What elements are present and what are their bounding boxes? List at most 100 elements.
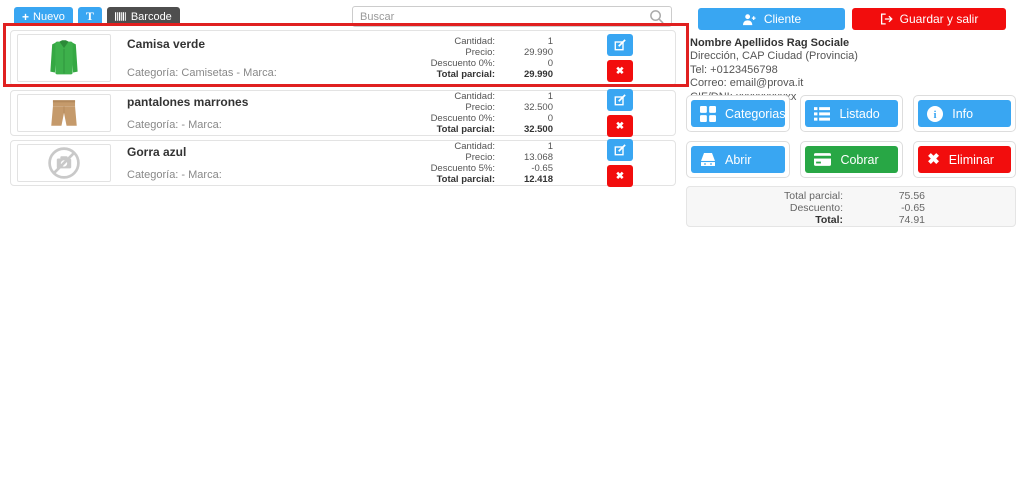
product-amounts: Cantidad: 1 Precio: 29.990 Descuento 0%:… [431, 36, 553, 80]
product-amounts: Cantidad: 1 Precio: 13.068 Descuento 5%:… [431, 141, 553, 185]
action-card: Categorias [686, 95, 791, 132]
svg-text:i: i [934, 109, 937, 121]
total-parcial-value: 32.500 [523, 124, 553, 135]
abrir-label: Abrir [725, 152, 752, 167]
cantidad-label: Cantidad: [454, 141, 495, 152]
total-parcial-row: Total parcial: 75.56 [687, 190, 1015, 202]
descuento-value: -0.65 [901, 202, 925, 214]
descuento-value: 0 [547, 58, 553, 69]
product-image [17, 144, 111, 182]
product-category: Categoría: - Marca: [127, 119, 222, 131]
descuento-label: Descuento 5%: [430, 163, 495, 174]
eliminar-button[interactable]: ✖ Eliminar [918, 146, 1011, 173]
delete-product-button[interactable]: ✖ [607, 60, 633, 82]
product-row-pantalones-marrones[interactable]: pantalones marrones Categoría: - Marca: … [10, 89, 676, 137]
cantidad-value: 1 [547, 36, 553, 47]
credit-card-icon [814, 153, 832, 166]
product-amounts: Cantidad: 1 Precio: 32.500 Descuento 0%:… [431, 91, 553, 135]
row-actions: ✖ [607, 34, 633, 82]
info-button[interactable]: i Info [918, 100, 1011, 127]
nuevo-button[interactable]: + Nuevo [14, 7, 73, 26]
total-parcial-value: 29.990 [523, 69, 553, 80]
text-icon: T [85, 9, 94, 23]
edit-product-button[interactable] [607, 139, 633, 161]
product-name: Gorra azul [127, 145, 187, 159]
total-value: 74.91 [898, 214, 925, 226]
listado-button[interactable]: Listado [805, 100, 899, 127]
totals-box: Total parcial: 75.56 Descuento: -0.65 To… [686, 186, 1016, 227]
action-card: i Info [913, 95, 1016, 132]
eliminar-label: Eliminar [948, 152, 994, 167]
customer-phone: Tel: +0123456798 [690, 63, 778, 76]
logout-icon [880, 13, 893, 25]
descuento-label: Descuento 0%: [430, 58, 495, 69]
descuento-label: Descuento: [789, 202, 843, 214]
search-icon[interactable] [649, 9, 664, 24]
delete-product-button[interactable]: ✖ [607, 115, 633, 137]
categorias-button[interactable]: Categorias [691, 100, 786, 127]
total-parcial-value: 75.56 [898, 190, 925, 202]
green-shirt-image [44, 36, 84, 80]
guardar-salir-label: Guardar y salir [899, 12, 979, 26]
action-card: Abrir [686, 141, 791, 178]
toolbar-right: Cliente Guardar y salir [698, 8, 1006, 30]
edit-icon [614, 94, 626, 106]
product-row-gorra-azul[interactable]: Gorra azul Categoría: - Marca: Cantidad:… [10, 139, 676, 187]
drawer-icon [700, 152, 716, 167]
listado-label: Listado [839, 106, 880, 121]
descuento-label: Descuento 0%: [430, 113, 495, 124]
categorias-label: Categorias [725, 106, 786, 121]
delete-product-button[interactable]: ✖ [607, 165, 633, 187]
total-parcial-label: Total parcial: [436, 174, 495, 185]
text-tool-button[interactable]: T [77, 7, 102, 26]
abrir-button[interactable]: Abrir [691, 146, 786, 173]
edit-icon [614, 144, 626, 156]
action-card: Listado [800, 95, 904, 132]
barcode-button[interactable]: Barcode [106, 7, 180, 26]
action-grid: Categorias Listado i Info Abrir [686, 95, 1016, 178]
precio-label: Precio: [465, 102, 495, 113]
edit-product-button[interactable] [607, 89, 633, 111]
person-plus-icon [742, 13, 757, 26]
product-info: pantalones marrones Categoría: - Marca: [127, 95, 248, 131]
cantidad-label: Cantidad: [454, 36, 495, 47]
x-icon: ✖ [615, 120, 625, 132]
product-category: Categoría: Camisetas - Marca: [127, 67, 277, 79]
cantidad-value: 1 [547, 91, 553, 102]
product-list: Camisa verde Categoría: Camisetas - Marc… [10, 30, 676, 190]
grid-icon [700, 105, 716, 122]
customer-name: Nombre Apellidos Rag Sociale [690, 37, 850, 49]
brown-shorts-image [45, 96, 83, 130]
precio-value: 32.500 [523, 102, 553, 113]
precio-value: 13.068 [523, 152, 553, 163]
row-actions: ✖ [607, 89, 633, 137]
product-name: Camisa verde [127, 37, 206, 51]
guardar-salir-button[interactable]: Guardar y salir [852, 8, 1006, 30]
no-camera-icon [46, 145, 82, 181]
product-image [17, 34, 111, 82]
precio-label: Precio: [465, 152, 495, 163]
search-input[interactable] [360, 10, 649, 23]
cliente-label: Cliente [763, 12, 802, 26]
descuento-row: Descuento: -0.65 [687, 202, 1015, 214]
edit-product-button[interactable] [607, 34, 633, 56]
cantidad-value: 1 [547, 141, 553, 152]
toolbar-left: + Nuevo T Barcode [14, 7, 180, 26]
barcode-label: Barcode [130, 10, 172, 23]
product-row-camisa-verde[interactable]: Camisa verde Categoría: Camisetas - Marc… [10, 30, 676, 86]
total-label: Total: [815, 214, 843, 226]
precio-label: Precio: [465, 47, 495, 58]
x-icon: ✖ [927, 151, 940, 168]
action-card: Cobrar [800, 141, 904, 178]
customer-email: Correo: email@prova.it [690, 77, 804, 90]
row-actions: ✖ [607, 139, 633, 187]
product-info: Camisa verde Categoría: Camisetas - Marc… [127, 37, 277, 79]
list-icon [814, 106, 831, 121]
total-parcial-label: Total parcial: [784, 190, 843, 202]
cobrar-button[interactable]: Cobrar [805, 146, 899, 173]
cantidad-label: Cantidad: [454, 91, 495, 102]
total-row: Total: 74.91 [687, 214, 1015, 226]
precio-value: 29.990 [523, 47, 553, 58]
total-parcial-value: 12.418 [523, 174, 553, 185]
cliente-button[interactable]: Cliente [698, 8, 845, 30]
